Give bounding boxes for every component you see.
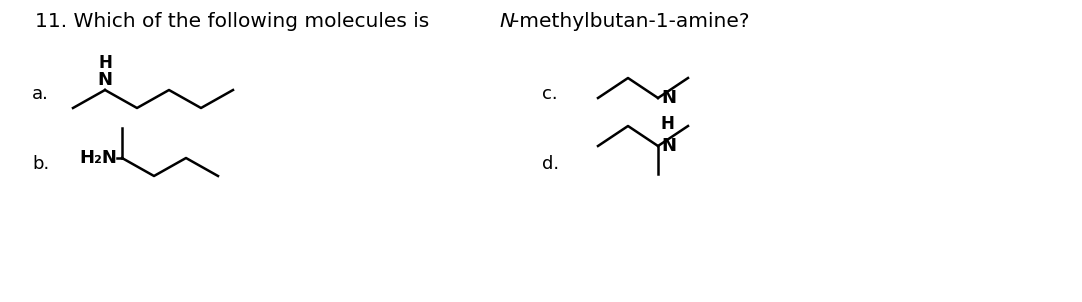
Text: H₂N: H₂N	[79, 149, 117, 167]
Text: N: N	[661, 89, 676, 107]
Text: H: H	[661, 115, 675, 133]
Text: -methylbutan-1-amine?: -methylbutan-1-amine?	[512, 12, 750, 31]
Text: N: N	[661, 137, 676, 155]
Text: c.: c.	[542, 85, 557, 103]
Text: N: N	[97, 71, 113, 89]
Text: 11. Which of the following molecules is: 11. Which of the following molecules is	[35, 12, 436, 31]
Text: $\it{N}$: $\it{N}$	[499, 12, 515, 31]
Text: d.: d.	[542, 155, 559, 173]
Text: H: H	[98, 54, 111, 72]
Text: b.: b.	[32, 155, 50, 173]
Text: a.: a.	[32, 85, 49, 103]
